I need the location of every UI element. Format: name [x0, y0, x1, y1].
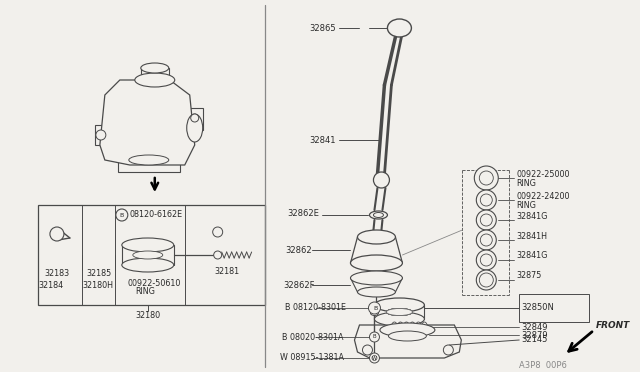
Text: 32183: 32183	[44, 269, 70, 279]
Text: 00922-24200: 00922-24200	[516, 192, 570, 201]
Ellipse shape	[133, 251, 163, 259]
Ellipse shape	[187, 114, 203, 142]
Circle shape	[214, 251, 221, 259]
Circle shape	[480, 234, 492, 246]
Ellipse shape	[397, 322, 403, 332]
Circle shape	[374, 172, 389, 188]
Ellipse shape	[387, 308, 412, 315]
Text: B: B	[120, 212, 124, 218]
Ellipse shape	[371, 311, 378, 315]
Circle shape	[191, 114, 198, 122]
Polygon shape	[100, 80, 195, 165]
Text: 32849: 32849	[521, 323, 548, 331]
Text: 32850N: 32850N	[521, 304, 554, 312]
Text: B 08020-8301A: B 08020-8301A	[282, 333, 343, 341]
Circle shape	[369, 332, 380, 342]
Bar	[519, 294, 589, 322]
Text: 32841: 32841	[310, 135, 336, 144]
Text: 32181: 32181	[214, 267, 240, 276]
Text: 32180: 32180	[135, 311, 161, 320]
Text: 32862F: 32862F	[284, 280, 315, 289]
Ellipse shape	[388, 331, 426, 341]
Ellipse shape	[392, 322, 397, 332]
Bar	[95, 125, 107, 145]
Ellipse shape	[374, 312, 424, 326]
Text: 32862E: 32862E	[287, 208, 319, 218]
Circle shape	[362, 345, 372, 355]
Ellipse shape	[387, 308, 412, 315]
Text: 32180H: 32180H	[83, 280, 114, 289]
Text: 32875: 32875	[516, 272, 541, 280]
Ellipse shape	[415, 322, 421, 332]
Circle shape	[479, 171, 493, 185]
Circle shape	[212, 227, 223, 237]
Text: RING: RING	[135, 288, 155, 296]
Circle shape	[476, 250, 496, 270]
Text: FRONT: FRONT	[596, 321, 630, 330]
Text: W: W	[372, 356, 377, 360]
Ellipse shape	[403, 322, 410, 332]
Text: 32862: 32862	[285, 246, 312, 254]
Circle shape	[480, 254, 492, 266]
Ellipse shape	[351, 271, 403, 285]
Bar	[38, 205, 264, 305]
Circle shape	[480, 194, 492, 206]
Ellipse shape	[410, 322, 415, 332]
Text: 32841G: 32841G	[516, 251, 548, 260]
Ellipse shape	[358, 287, 396, 297]
Ellipse shape	[129, 155, 169, 165]
Text: 32841H: 32841H	[516, 231, 547, 241]
Text: 32879: 32879	[521, 330, 548, 340]
Ellipse shape	[374, 212, 383, 218]
Text: 32865: 32865	[310, 23, 336, 32]
Ellipse shape	[141, 63, 169, 73]
Circle shape	[369, 302, 380, 314]
Ellipse shape	[351, 255, 403, 271]
Ellipse shape	[122, 238, 173, 252]
Bar	[185, 108, 203, 130]
Text: B: B	[372, 334, 376, 340]
Circle shape	[116, 209, 128, 221]
Ellipse shape	[387, 19, 412, 37]
Circle shape	[476, 230, 496, 250]
Circle shape	[479, 273, 493, 287]
Circle shape	[444, 345, 453, 355]
Ellipse shape	[374, 298, 424, 312]
Circle shape	[369, 353, 380, 363]
Polygon shape	[355, 325, 461, 358]
Ellipse shape	[380, 323, 435, 337]
Text: RING: RING	[516, 179, 536, 187]
Text: 32841G: 32841G	[516, 212, 548, 221]
Circle shape	[480, 214, 492, 226]
Text: B: B	[373, 305, 378, 311]
Ellipse shape	[387, 308, 412, 315]
Ellipse shape	[387, 308, 412, 315]
Text: 00922-25000: 00922-25000	[516, 170, 570, 179]
Circle shape	[474, 166, 499, 190]
Text: 32185: 32185	[86, 269, 111, 279]
Bar	[118, 160, 180, 172]
Text: 08120-6162E: 08120-6162E	[130, 209, 183, 218]
Text: 32145: 32145	[521, 336, 548, 344]
Circle shape	[476, 210, 496, 230]
Ellipse shape	[369, 211, 387, 219]
Circle shape	[372, 356, 377, 360]
Ellipse shape	[122, 258, 173, 272]
Circle shape	[476, 270, 496, 290]
Text: RING: RING	[516, 201, 536, 209]
Ellipse shape	[387, 308, 412, 315]
Ellipse shape	[421, 322, 428, 332]
Ellipse shape	[135, 73, 175, 87]
Text: 32184: 32184	[38, 280, 63, 289]
Text: 00922-50610: 00922-50610	[128, 279, 181, 289]
Text: B 08120-8301E: B 08120-8301E	[285, 304, 346, 312]
Circle shape	[96, 130, 106, 140]
Text: A3P8  00P6: A3P8 00P6	[519, 360, 567, 369]
Ellipse shape	[358, 230, 396, 244]
Text: W 08915-1381A: W 08915-1381A	[280, 353, 344, 362]
Circle shape	[476, 190, 496, 210]
Circle shape	[50, 227, 64, 241]
